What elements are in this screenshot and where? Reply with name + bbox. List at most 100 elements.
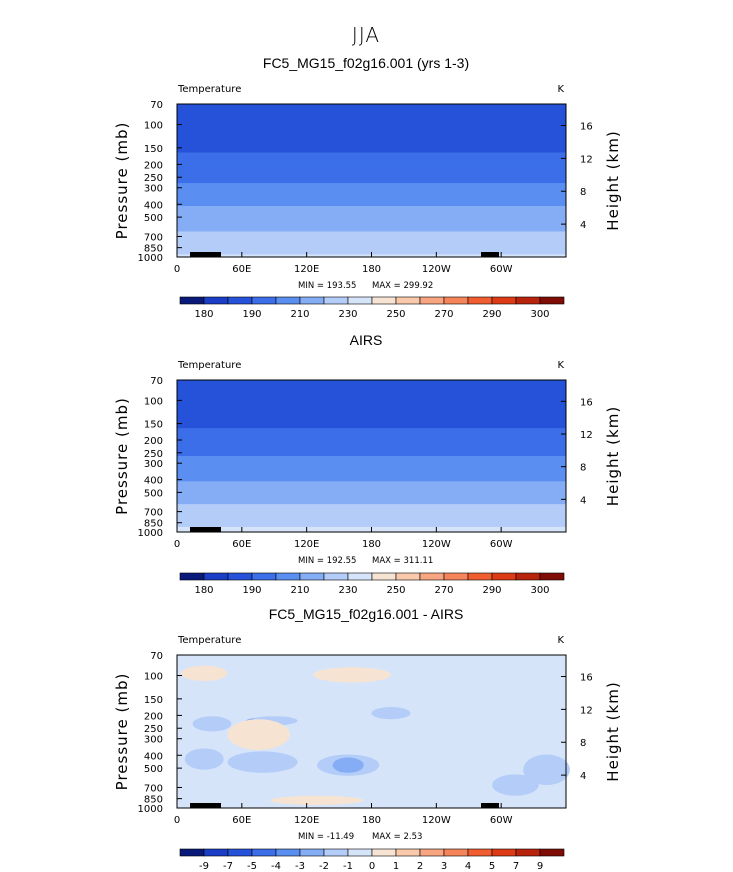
contour-band	[177, 149, 566, 154]
y-tick-label: 850	[144, 795, 163, 806]
contour-band	[177, 390, 566, 394]
y-tick-label: 200	[144, 160, 163, 171]
contour-band	[177, 144, 566, 148]
variable-label: Temperature	[177, 360, 241, 371]
colorbar-box	[539, 848, 565, 857]
colorbar: -9 -7 -5 -4 -3 -2 -1 0 1 2 3 4 5 7 9	[179, 848, 565, 872]
y-tick-label: 1000	[138, 804, 163, 815]
figure-title: JJA	[352, 23, 380, 47]
y-tick-label: 200	[144, 436, 163, 447]
contour-band	[177, 402, 566, 406]
y-tick-label: 100	[144, 672, 163, 683]
contour-field	[177, 104, 566, 258]
colorbar-label: 180	[194, 309, 213, 320]
contour-band	[177, 134, 566, 138]
y-tick-label: 850	[144, 244, 163, 255]
contour-band	[177, 448, 566, 452]
contour-band	[177, 177, 566, 182]
contour-band	[177, 241, 566, 245]
contour-band	[177, 190, 566, 194]
y-axis-label: Pressure (mb)	[113, 122, 131, 240]
colorbar-label: -3	[295, 861, 305, 872]
colorbar-box	[227, 848, 253, 857]
colorbar-box	[179, 572, 205, 581]
topography-mask	[190, 252, 221, 257]
contour-band	[177, 496, 566, 500]
y-tick-label: 500	[144, 488, 163, 499]
y-tick-label: 500	[144, 764, 163, 775]
contour-band	[177, 415, 566, 419]
contour-band	[177, 160, 566, 164]
contour-band	[177, 198, 566, 202]
colorbar-box	[299, 296, 325, 305]
contour-band	[177, 234, 566, 238]
colorbar-box	[323, 296, 349, 305]
contour-band	[177, 155, 566, 159]
colorbar-label: 0	[369, 861, 375, 872]
contour-band	[177, 195, 566, 199]
colorbar-label: 210	[290, 585, 309, 596]
contour-band	[177, 226, 566, 230]
contour-band	[177, 104, 566, 108]
x-tick-label: 60E	[232, 815, 251, 826]
contour-band	[177, 114, 566, 118]
colorbar-label: 7	[513, 861, 519, 872]
contour-band	[177, 382, 566, 386]
contour-band	[177, 463, 566, 467]
colorbar-box	[203, 848, 229, 857]
contour-band	[177, 420, 566, 424]
x-tick-label: 120W	[422, 815, 451, 826]
colorbar: 180 190 210 230 250 270 290 300	[179, 296, 565, 320]
colorbar-label: 250	[386, 309, 405, 320]
colorbar-label: -2	[319, 861, 329, 872]
units-label: K	[557, 84, 564, 95]
contour-band	[177, 387, 566, 391]
anomaly-region	[313, 667, 391, 683]
colorbar-box	[347, 296, 373, 305]
y-tick-label: 250	[144, 173, 163, 184]
contour-band	[177, 213, 566, 217]
y-tick-label: 300	[144, 735, 163, 746]
contour-band	[177, 481, 566, 485]
y-tick-label: 400	[144, 751, 163, 762]
x-tick-label: 120W	[422, 539, 451, 550]
contour-band	[177, 494, 566, 498]
anomaly-region	[180, 665, 228, 682]
contour-band	[177, 129, 566, 133]
variable-label: Temperature	[177, 635, 241, 646]
contour-band	[177, 380, 566, 384]
contour-band	[177, 165, 566, 169]
y-tick-label: 1000	[138, 528, 163, 539]
x-tick-label: 120E	[294, 815, 319, 826]
colorbar-label: 300	[530, 585, 549, 596]
colorbar-label: 270	[434, 585, 453, 596]
y2-tick-label: 12	[580, 154, 593, 165]
contour-band	[177, 200, 566, 205]
colorbar-box	[323, 848, 349, 857]
colorbar-box	[371, 848, 397, 857]
max-label: MAX = 2.53	[372, 832, 422, 842]
x-tick-label: 60W	[490, 539, 513, 550]
y2-tick-label: 16	[580, 397, 593, 408]
anomaly-region	[227, 719, 290, 750]
y-tick-label: 400	[144, 200, 163, 211]
contour-band	[177, 478, 566, 482]
colorbar-box	[347, 572, 373, 581]
contour-band	[177, 430, 566, 434]
contour-band	[177, 124, 566, 128]
contour-band	[177, 395, 566, 399]
topography-mask	[190, 527, 221, 532]
y-tick-label: 850	[144, 519, 163, 530]
x-tick-label: 180	[362, 815, 381, 826]
panel-title: FC5_MG15_f02g16.001 (yrs 1-3)	[263, 55, 469, 71]
contour-band	[177, 208, 566, 212]
colorbar-box	[395, 296, 421, 305]
contour-band	[177, 456, 566, 460]
colorbar-box	[227, 572, 253, 581]
panel-3: FC5_MG15_f02g16.001 - AIRS Temperature K 0 6…	[113, 606, 622, 872]
panel-1: FC5_MG15_f02g16.001 (yrs 1-3) Temperature…	[113, 55, 622, 320]
contour-band	[177, 139, 566, 143]
x-tick-label: 120W	[422, 264, 451, 275]
colorbar-box	[419, 296, 445, 305]
topography-mask	[481, 252, 499, 257]
